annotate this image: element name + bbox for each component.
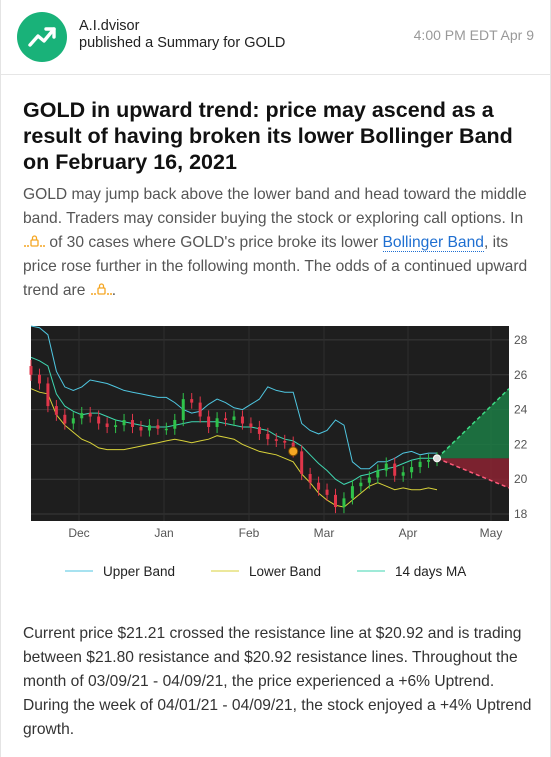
series-upper-band xyxy=(30,325,437,470)
candle-body xyxy=(71,418,75,424)
candle-body xyxy=(122,420,126,426)
candle-body xyxy=(88,413,92,417)
candle-body xyxy=(147,425,151,431)
x-tick-label: Feb xyxy=(239,526,260,540)
breakout-marker xyxy=(288,446,299,457)
candle-body xyxy=(283,440,287,443)
bollinger-band-link[interactable]: Bollinger Band xyxy=(382,234,484,252)
candle-body xyxy=(317,482,321,490)
post-timestamp: 4:00 PM EDT Apr 9 xyxy=(413,27,534,43)
legend-label: 14 days MA xyxy=(395,564,466,579)
candle-body xyxy=(97,416,101,424)
summary-text-4: . xyxy=(111,282,117,299)
candle-body xyxy=(418,461,422,468)
candle-body xyxy=(164,428,168,431)
article-title: GOLD in upward trend: price may ascend a… xyxy=(23,98,513,174)
trend-up-icon xyxy=(28,27,56,47)
candle-body xyxy=(410,467,414,473)
candle-body xyxy=(224,418,228,421)
candle-body xyxy=(376,470,380,478)
candle-body xyxy=(131,420,134,427)
avatar[interactable] xyxy=(17,12,67,62)
candle-body xyxy=(334,494,337,508)
candle-body xyxy=(308,473,312,483)
candle-body xyxy=(173,420,177,429)
candle-body xyxy=(139,426,143,431)
chart-plot-area xyxy=(31,326,509,521)
candle-body xyxy=(207,416,211,427)
candle-body xyxy=(190,399,194,403)
current-price-marker xyxy=(433,454,441,463)
lock-icon[interactable] xyxy=(90,282,112,296)
candle-body xyxy=(384,463,388,471)
summary-text-1: GOLD may jump back above the lower band … xyxy=(23,186,527,227)
post-action-text: published a Summary for GOLD xyxy=(79,35,286,51)
candle-body xyxy=(300,451,304,474)
candle-body xyxy=(198,402,202,417)
author-name[interactable]: A.I.dvisor xyxy=(79,18,140,34)
x-tick-label: Dec xyxy=(68,526,89,540)
y-tick-label: 24 xyxy=(514,403,528,417)
candle-body xyxy=(401,472,405,476)
candle-body xyxy=(37,374,41,384)
y-tick-label: 20 xyxy=(514,472,528,486)
candle-body xyxy=(274,439,278,441)
candle-body xyxy=(359,482,363,487)
x-tick-label: Jan xyxy=(154,526,173,540)
candle-body xyxy=(393,463,397,476)
lock-icon[interactable] xyxy=(23,234,45,248)
candle-body xyxy=(257,426,261,434)
candle-body xyxy=(427,460,431,462)
projection-up-line xyxy=(436,388,510,459)
summary-text-2: of 30 cases where GOLD's price broke its… xyxy=(45,234,383,251)
article-summary: GOLD may jump back above the lower band … xyxy=(23,183,533,303)
candle-body xyxy=(181,399,185,421)
candle-body xyxy=(29,366,33,375)
candle-body xyxy=(114,425,118,427)
summary-text-3: , its price rose further in the followin… xyxy=(23,234,528,299)
legend-label: Upper Band xyxy=(103,564,175,579)
price-chart[interactable]: 28 26 24 22 20 18 Dec Jan Feb Mar Apr May Upper Band… xyxy=(1,320,550,600)
projection-down-line xyxy=(436,457,510,489)
chart-svg: 28 26 24 22 20 18 Dec Jan Feb Mar Apr May Upper Band… xyxy=(29,325,528,579)
candle-body xyxy=(350,486,354,499)
candle-body xyxy=(249,423,253,427)
candle-body xyxy=(240,416,244,424)
x-tick-label: May xyxy=(480,526,503,540)
y-tick-label: 18 xyxy=(514,507,528,521)
candle-body xyxy=(325,489,329,495)
candle-body xyxy=(54,406,58,415)
legend-label: Lower Band xyxy=(249,564,321,579)
candle-body xyxy=(232,416,236,421)
post-header: A.I.dvisor published a Summary for GOLD … xyxy=(1,0,550,75)
candle-body xyxy=(105,423,109,427)
candle-body xyxy=(266,433,270,440)
y-tick-label: 28 xyxy=(514,333,528,347)
candle-body xyxy=(215,418,219,427)
article-closing-text: Current price $21.21 crossed the resista… xyxy=(23,625,532,738)
candle-body xyxy=(80,413,84,419)
candle-body xyxy=(367,477,371,483)
candle-body xyxy=(46,383,50,407)
x-tick-label: Apr xyxy=(399,526,418,540)
candle-body xyxy=(63,414,67,424)
x-tick-label: Mar xyxy=(314,526,335,540)
candle-body xyxy=(156,425,160,429)
candle-body xyxy=(342,498,346,508)
y-tick-label: 22 xyxy=(514,437,528,451)
y-tick-label: 26 xyxy=(514,368,528,382)
